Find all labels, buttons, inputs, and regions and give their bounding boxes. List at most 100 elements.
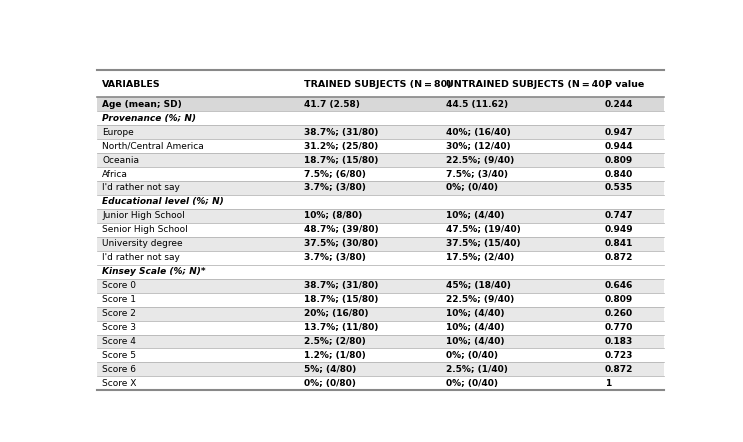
Text: 0.872: 0.872 bbox=[605, 253, 633, 262]
Bar bbox=[97, 320, 664, 335]
Text: I'd rather not say: I'd rather not say bbox=[102, 183, 180, 192]
Text: 47.5%; (19/40): 47.5%; (19/40) bbox=[446, 225, 521, 234]
Text: 0.944: 0.944 bbox=[605, 141, 633, 151]
Text: 41.7 (2.58): 41.7 (2.58) bbox=[305, 100, 360, 109]
Text: Provenance (%; N): Provenance (%; N) bbox=[102, 114, 196, 123]
Text: 0%; (0/40): 0%; (0/40) bbox=[446, 351, 498, 360]
Bar bbox=[97, 348, 664, 362]
Text: 0.260: 0.260 bbox=[605, 309, 633, 318]
Text: Score 3: Score 3 bbox=[102, 323, 136, 332]
Text: Score X: Score X bbox=[102, 379, 137, 388]
Bar bbox=[97, 279, 664, 293]
Text: 0.747: 0.747 bbox=[605, 211, 633, 221]
Text: 37.5%; (30/80): 37.5%; (30/80) bbox=[305, 239, 378, 248]
Bar bbox=[97, 307, 664, 320]
Text: 0.723: 0.723 bbox=[605, 351, 633, 360]
Text: Oceania: Oceania bbox=[102, 156, 139, 164]
Text: 0.183: 0.183 bbox=[605, 337, 633, 346]
Text: 38.7%; (31/80): 38.7%; (31/80) bbox=[305, 281, 379, 290]
Text: 0.646: 0.646 bbox=[605, 281, 633, 290]
Bar bbox=[97, 251, 664, 265]
Text: Age (mean; SD): Age (mean; SD) bbox=[102, 100, 182, 109]
Text: 0.872: 0.872 bbox=[605, 365, 633, 374]
Text: 20%; (16/80): 20%; (16/80) bbox=[305, 309, 369, 318]
Bar bbox=[97, 237, 664, 251]
Text: 40%; (16/40): 40%; (16/40) bbox=[446, 128, 510, 137]
Text: 0%; (0/40): 0%; (0/40) bbox=[446, 379, 498, 388]
Text: 0.841: 0.841 bbox=[605, 239, 633, 248]
Text: 31.2%; (25/80): 31.2%; (25/80) bbox=[305, 141, 378, 151]
Text: 45%; (18/40): 45%; (18/40) bbox=[446, 281, 511, 290]
Text: I'd rather not say: I'd rather not say bbox=[102, 253, 180, 262]
Text: P value: P value bbox=[605, 80, 644, 89]
Text: 18.7%; (15/80): 18.7%; (15/80) bbox=[305, 295, 379, 304]
Text: 3.7%; (3/80): 3.7%; (3/80) bbox=[305, 183, 366, 192]
Text: 0.809: 0.809 bbox=[605, 156, 633, 164]
Bar bbox=[97, 125, 664, 139]
Text: 2.5%; (2/80): 2.5%; (2/80) bbox=[305, 337, 366, 346]
Text: 0%; (0/40): 0%; (0/40) bbox=[446, 183, 498, 192]
Text: Score 5: Score 5 bbox=[102, 351, 136, 360]
Text: Europe: Europe bbox=[102, 128, 134, 137]
Text: 7.5%; (6/80): 7.5%; (6/80) bbox=[305, 170, 366, 179]
Text: Junior High School: Junior High School bbox=[102, 211, 185, 221]
Text: Score 4: Score 4 bbox=[102, 337, 136, 346]
Text: 48.7%; (39/80): 48.7%; (39/80) bbox=[305, 225, 379, 234]
Text: 0.947: 0.947 bbox=[605, 128, 633, 137]
Text: TRAINED SUBJECTS (N = 80): TRAINED SUBJECTS (N = 80) bbox=[305, 80, 452, 89]
Text: 38.7%; (31/80): 38.7%; (31/80) bbox=[305, 128, 379, 137]
Bar bbox=[97, 265, 664, 279]
Text: VARIABLES: VARIABLES bbox=[102, 80, 160, 89]
Bar bbox=[97, 97, 664, 111]
Text: 10%; (4/40): 10%; (4/40) bbox=[446, 309, 504, 318]
Text: 30%; (12/40): 30%; (12/40) bbox=[446, 141, 510, 151]
Text: 5%; (4/80): 5%; (4/80) bbox=[305, 365, 357, 374]
Text: 10%; (4/40): 10%; (4/40) bbox=[446, 337, 504, 346]
Bar bbox=[97, 209, 664, 223]
Text: 10%; (4/40): 10%; (4/40) bbox=[446, 323, 504, 332]
Bar bbox=[97, 377, 664, 390]
Bar bbox=[97, 72, 664, 97]
Text: Senior High School: Senior High School bbox=[102, 225, 188, 234]
Bar bbox=[97, 195, 664, 209]
Text: 22.5%; (9/40): 22.5%; (9/40) bbox=[446, 156, 514, 164]
Bar bbox=[97, 335, 664, 348]
Text: 0.535: 0.535 bbox=[605, 183, 633, 192]
Text: 10%; (4/40): 10%; (4/40) bbox=[446, 211, 504, 221]
Bar bbox=[97, 362, 664, 377]
Text: Educational level (%; N): Educational level (%; N) bbox=[102, 198, 224, 206]
Text: 17.5%; (2/40): 17.5%; (2/40) bbox=[446, 253, 514, 262]
Bar bbox=[97, 223, 664, 237]
Text: Score 6: Score 6 bbox=[102, 365, 136, 374]
Text: 0.840: 0.840 bbox=[605, 170, 633, 179]
Text: 0.809: 0.809 bbox=[605, 295, 633, 304]
Text: Score 1: Score 1 bbox=[102, 295, 136, 304]
Text: University degree: University degree bbox=[102, 239, 183, 248]
Text: 0.244: 0.244 bbox=[605, 100, 633, 109]
Bar bbox=[97, 111, 664, 125]
Text: 2.5%; (1/40): 2.5%; (1/40) bbox=[446, 365, 507, 374]
Text: 37.5%; (15/40): 37.5%; (15/40) bbox=[446, 239, 520, 248]
Text: 0.770: 0.770 bbox=[605, 323, 633, 332]
Text: Kinsey Scale (%; N)*: Kinsey Scale (%; N)* bbox=[102, 267, 206, 276]
Text: Africa: Africa bbox=[102, 170, 128, 179]
Text: UNTRAINED SUBJECTS (N = 40): UNTRAINED SUBJECTS (N = 40) bbox=[446, 80, 609, 89]
Text: 1: 1 bbox=[605, 379, 611, 388]
Text: 10%; (8/80): 10%; (8/80) bbox=[305, 211, 363, 221]
Bar bbox=[97, 293, 664, 307]
Text: 18.7%; (15/80): 18.7%; (15/80) bbox=[305, 156, 379, 164]
Bar bbox=[97, 167, 664, 181]
Text: Score 2: Score 2 bbox=[102, 309, 136, 318]
Bar bbox=[97, 181, 664, 195]
Bar bbox=[97, 139, 664, 153]
Text: 22.5%; (9/40): 22.5%; (9/40) bbox=[446, 295, 514, 304]
Text: North/Central America: North/Central America bbox=[102, 141, 204, 151]
Bar bbox=[97, 153, 664, 167]
Text: 0%; (0/80): 0%; (0/80) bbox=[305, 379, 356, 388]
Text: 7.5%; (3/40): 7.5%; (3/40) bbox=[446, 170, 508, 179]
Text: 1.2%; (1/80): 1.2%; (1/80) bbox=[305, 351, 366, 360]
Text: 0.949: 0.949 bbox=[605, 225, 633, 234]
Text: 44.5 (11.62): 44.5 (11.62) bbox=[446, 100, 508, 109]
Text: 13.7%; (11/80): 13.7%; (11/80) bbox=[305, 323, 379, 332]
Text: 3.7%; (3/80): 3.7%; (3/80) bbox=[305, 253, 366, 262]
